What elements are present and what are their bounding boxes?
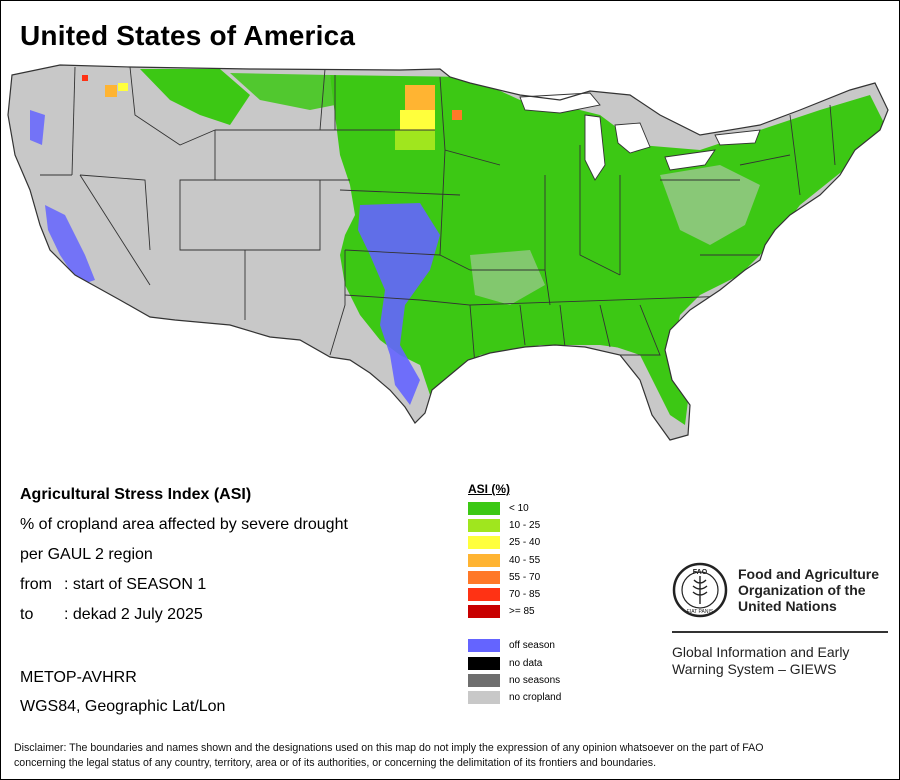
asi-offseason-california — [45, 205, 95, 285]
legend-label: < 10 — [509, 503, 529, 515]
legend-label: 70 - 85 — [509, 589, 541, 601]
legend-swatch — [468, 588, 500, 602]
legend-item: no data — [468, 655, 561, 672]
info-from-row: from : start of SEASON 1 — [20, 575, 348, 605]
legend-swatch — [468, 639, 500, 653]
legend-item: off season — [468, 637, 561, 654]
map-info-block: Agricultural Stress Index (ASI) % of cro… — [20, 485, 348, 635]
asi-hotspot-red — [452, 110, 462, 120]
giews-line: Warning System – GIEWS — [672, 661, 837, 677]
legend-swatch — [468, 502, 500, 516]
asi-hotspot-west-yellow — [118, 83, 128, 91]
legend-item: 70 - 85 — [468, 586, 561, 603]
info-line-2: per GAUL 2 region — [20, 546, 153, 563]
disclaimer-line: Disclaimer: The boundaries and names sho… — [14, 742, 764, 754]
legend-label: off season — [509, 640, 555, 652]
info-from-label: from — [20, 576, 52, 593]
disclaimer: Disclaimer: The boundaries and names sho… — [14, 741, 889, 771]
legend-label: no data — [509, 657, 543, 669]
legend-title: ASI (%) — [468, 482, 510, 496]
asi-grey-appalachia — [660, 165, 760, 245]
legend-item: no seasons — [468, 672, 561, 689]
legend-swatch — [468, 690, 500, 704]
asi-green-montana — [230, 73, 335, 110]
legend-label: no seasons — [509, 674, 561, 686]
fao-name-line: Organization of the — [738, 582, 866, 598]
asi-green-northwest — [140, 69, 250, 125]
legend-swatch — [468, 519, 500, 533]
legend-label: no cropland — [509, 691, 562, 703]
legend-item: >= 85 — [468, 603, 561, 620]
legend-swatch — [468, 673, 500, 687]
legend-item: 25 - 40 — [468, 534, 561, 551]
legend-label: >= 85 — [509, 606, 535, 618]
legend-item: 10 - 25 — [468, 517, 561, 534]
legend-swatch — [468, 570, 500, 584]
legend-swatch — [468, 553, 500, 567]
legend-item: 40 - 55 — [468, 552, 561, 569]
fao-logo-letters: FAO — [693, 569, 708, 576]
fao-divider — [672, 631, 888, 633]
fao-logo-icon: FAO FIAT PANIS — [672, 562, 728, 618]
legend-label: 55 - 70 — [509, 571, 541, 583]
disclaimer-line: concerning the legal status of any count… — [14, 757, 657, 769]
legend-item: 55 - 70 — [468, 569, 561, 586]
info-to-label: to — [20, 606, 34, 623]
sensor-text: METOP-AVHRR — [20, 669, 137, 686]
info-to-value: : dekad 2 July 2025 — [64, 606, 203, 623]
legend-swatch — [468, 605, 500, 619]
info-heading: Agricultural Stress Index (ASI) — [20, 486, 252, 503]
info-from-value: : start of SEASON 1 — [64, 576, 207, 593]
legend-item: no cropland — [468, 689, 561, 706]
fao-name-line: United Nations — [738, 598, 837, 614]
legend-label: 10 - 25 — [509, 520, 541, 532]
giews-line: Global Information and Early — [672, 644, 850, 660]
state-borders — [40, 66, 836, 366]
asi-hotspot-orange — [405, 85, 435, 113]
legend-swatch — [468, 536, 500, 550]
fao-org-name: Food and Agriculture Organization of the… — [738, 566, 879, 614]
info-line-1: % of cropland area affected by severe dr… — [20, 516, 348, 533]
map-title: United States of America — [20, 20, 356, 51]
asi-offseason-idaho — [30, 110, 45, 145]
asi-green-midwest — [330, 75, 885, 395]
asi-grey-ozarks — [470, 250, 545, 305]
asi-hotspot-west-red — [82, 75, 88, 81]
info-to-row: to : dekad 2 July 2025 — [20, 605, 348, 635]
asi-legend: ASI (%) < 10 10 - 25 25 - 40 40 - 55 55 … — [468, 482, 561, 706]
legend-item: < 10 — [468, 500, 561, 517]
legend-swatch — [468, 656, 500, 670]
usa-asi-map — [7, 64, 889, 441]
map-meta-block: METOP-AVHRR WGS84, Geographic Lat/Lon — [20, 668, 225, 726]
legend-label: 40 - 55 — [509, 554, 541, 566]
projection-text: WGS84, Geographic Lat/Lon — [20, 698, 226, 715]
fao-name-line: Food and Agriculture — [738, 566, 880, 582]
asi-hotspot-west-orange — [105, 85, 117, 97]
fao-logo-motto: FIAT PANIS — [687, 609, 714, 615]
legend-label: 25 - 40 — [509, 537, 541, 549]
giews-name: Global Information and Early Warning Sys… — [672, 644, 849, 678]
asi-hotspot-lightgreen — [395, 130, 435, 150]
